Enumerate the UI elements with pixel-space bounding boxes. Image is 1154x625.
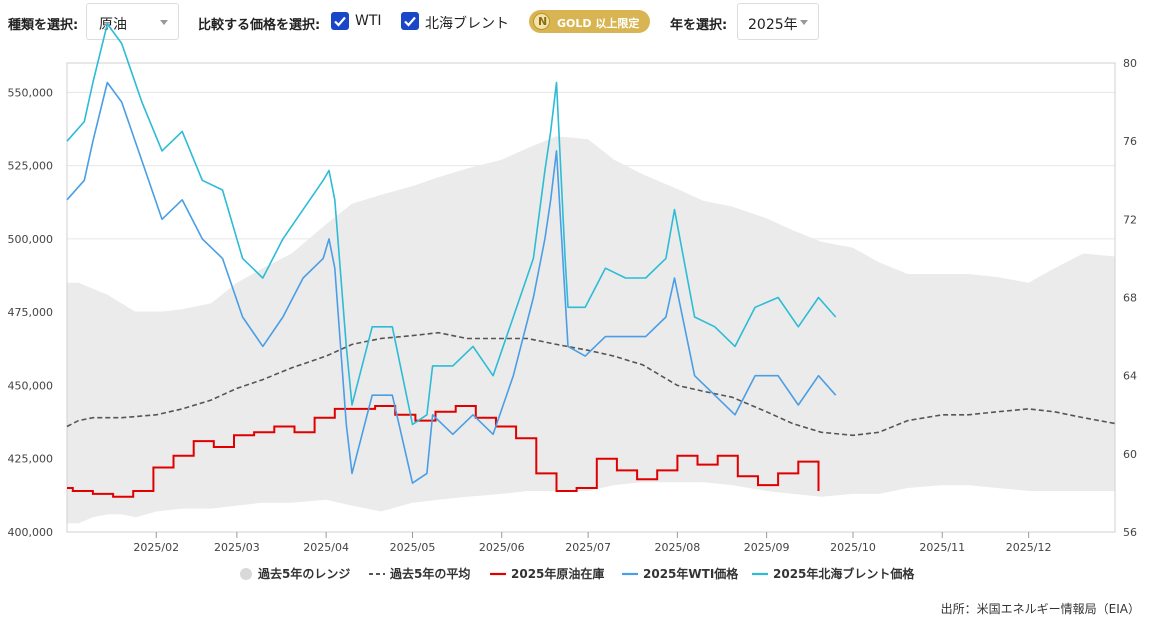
brent-checkbox[interactable] (401, 12, 419, 30)
inventory-line (67, 405, 820, 498)
type-select[interactable]: 原油 (86, 3, 179, 40)
y-right-tick: 76 (1123, 135, 1137, 148)
x-tick-label: 2025/02 (133, 541, 179, 554)
x-tick-label: 2025/10 (830, 541, 876, 554)
y-right-tick: 60 (1123, 448, 1137, 461)
x-tick-label: 2025/04 (303, 541, 349, 554)
year-select-value: 2025年 (748, 17, 798, 33)
legend-inventory-label: 2025年原油在庫 (511, 566, 604, 581)
y-left-tick: 450,000 (8, 379, 54, 392)
wti-label: WTI (355, 13, 382, 29)
y-left-tick: 400,000 (8, 526, 54, 539)
check-icon (404, 16, 416, 27)
y-left-tick: 475,000 (8, 306, 54, 319)
avg-line (66, 331, 1116, 437)
y-left-tick: 425,000 (8, 453, 54, 466)
range-band (67, 136, 1115, 524)
x-tick-label: 2025/09 (744, 541, 790, 554)
chevron-down-icon (800, 20, 808, 25)
chevron-down-icon (160, 20, 168, 25)
y-right-tick: 80 (1123, 57, 1137, 70)
legend-range-label: 過去5年のレンジ (257, 566, 350, 581)
y-left-tick: 525,000 (8, 160, 54, 173)
x-tick-label: 2025/08 (655, 541, 701, 554)
y-right-tick: 68 (1123, 292, 1137, 305)
legend-brent-label: 2025年北海ブレント価格 (773, 566, 915, 581)
x-tick-label: 2025/12 (1006, 541, 1052, 554)
x-tick-label: 2025/06 (479, 541, 525, 554)
gold-coin-icon: N (533, 13, 550, 30)
check-icon (334, 16, 346, 27)
brent-label: 北海ブレント (425, 16, 509, 32)
year-select[interactable]: 2025年 (737, 3, 819, 40)
wti-checkbox[interactable] (331, 12, 349, 30)
y-right-tick: 56 (1123, 526, 1137, 539)
y-left-tick: 550,000 (8, 86, 54, 99)
type-label: 種類を選択: (8, 18, 79, 33)
gold-coin-letter: N (538, 15, 548, 28)
plot-frame (66, 62, 1116, 533)
wti-line (66, 81, 837, 484)
controls-bar: 種類を選択: 原油 比較する価格を選択: WTI 北海ブレント N GOLD 以… (0, 0, 1154, 44)
gold-badge-label: GOLD 以上限定 (557, 17, 640, 30)
y-right-tick: 72 (1123, 213, 1137, 226)
x-tick-label: 2025/11 (919, 541, 965, 554)
gold-badge[interactable]: N GOLD 以上限定 (529, 10, 650, 33)
x-tick-label: 2025/03 (214, 541, 260, 554)
x-tick-label: 2025/07 (565, 541, 611, 554)
legend-wti-label: 2025年WTI価格 (643, 566, 739, 581)
legend-range-marker (240, 568, 252, 580)
source-note: 出所：米国エネルギー情報局（EIA） (940, 602, 1140, 616)
year-label: 年を選択: (670, 18, 728, 33)
y-left-tick: 500,000 (8, 233, 54, 246)
chart: 400,000 425,000 450,000 475,000 500,000 525,0… (8, 23, 1137, 581)
legend-avg-label: 過去5年の平均 (389, 566, 470, 581)
x-tick-label: 2025/05 (390, 541, 436, 554)
brent-line (66, 23, 837, 426)
y-right-tick: 64 (1123, 370, 1137, 383)
compare-label: 比較する価格を選択: (198, 18, 321, 33)
